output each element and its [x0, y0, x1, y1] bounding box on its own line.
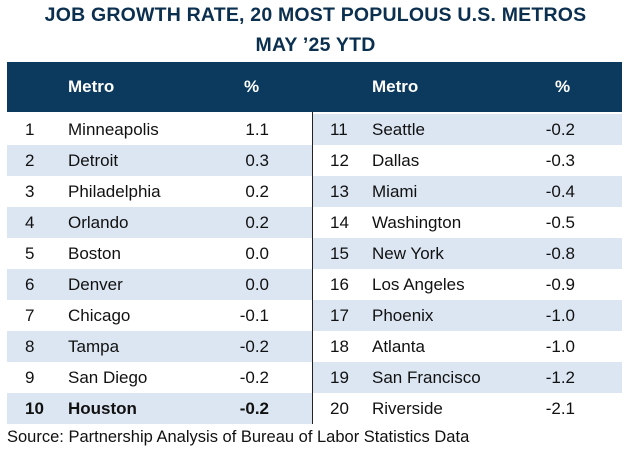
cell-pct: 0.3 [245, 151, 269, 170]
title-line-2: MAY ’25 YTD [255, 34, 376, 56]
cell-metro: Orlando [68, 213, 129, 232]
table-row: 14 Washington -0.5 [313, 207, 622, 238]
cell-rank: 1 [25, 120, 35, 139]
cell-rank: 3 [25, 182, 35, 201]
cell-rank: 18 [330, 337, 349, 356]
table-row: 8 Tampa -0.2 [7, 331, 312, 362]
table-row: 18 Atlanta -1.0 [313, 331, 622, 362]
cell-rank: 5 [25, 244, 35, 263]
cell-metro: Minneapolis [68, 120, 159, 139]
cell-metro: Phoenix [372, 306, 434, 325]
table-row: 19 San Francisco -1.2 [313, 362, 622, 393]
title-line-1: JOB GROWTH RATE, 20 MOST POPULOUS U.S. M… [44, 4, 587, 26]
table-row: 2 Detroit 0.3 [7, 145, 312, 176]
cell-pct: -1.2 [545, 368, 575, 387]
cell-pct: -1.0 [545, 306, 575, 325]
cell-metro: San Francisco [372, 368, 481, 387]
cell-rank: 13 [330, 182, 349, 201]
cell-metro: Riverside [372, 399, 443, 418]
cell-rank: 15 [330, 244, 349, 263]
cell-rank: 4 [25, 213, 35, 232]
cell-metro: Chicago [68, 306, 131, 325]
table-row: 10 Houston -0.2 [7, 393, 312, 424]
cell-metro: Atlanta [372, 337, 425, 356]
cell-metro: Houston [68, 399, 137, 418]
header-pct-left: % [244, 77, 260, 96]
table-row: 4 Orlando 0.2 [7, 207, 312, 238]
cell-rank: 19 [330, 368, 349, 387]
column-divider [312, 112, 313, 424]
cell-rank: 8 [25, 337, 35, 356]
table-right: 11 Seattle -0.2 12 Dallas -0.3 13 Miami -0.4 14 Wa… [313, 114, 622, 424]
cell-pct: -1.0 [545, 337, 575, 356]
cell-pct: -0.4 [545, 182, 575, 201]
cell-pct: 0.0 [245, 275, 269, 294]
table-row: 17 Phoenix -1.0 [313, 300, 622, 331]
table-row: 3 Philadelphia 0.2 [7, 176, 312, 207]
table-row: 16 Los Angeles -0.9 [313, 269, 622, 300]
cell-rank: 7 [25, 306, 35, 325]
cell-rank: 9 [25, 368, 35, 387]
cell-metro: Dallas [372, 151, 420, 170]
table-row: 13 Miami -0.4 [313, 176, 622, 207]
table-header: Metro % Metro % [7, 62, 622, 112]
table-row: 7 Chicago -0.1 [7, 300, 312, 331]
cell-metro: Miami [372, 182, 418, 201]
cell-pct: 0.2 [245, 213, 269, 232]
cell-metro: Washington [372, 213, 462, 232]
cell-pct: -0.8 [545, 244, 575, 263]
cell-metro: Tampa [68, 337, 120, 356]
cell-rank: 12 [330, 151, 349, 170]
cell-pct: -0.1 [239, 306, 269, 325]
cell-pct: -0.9 [545, 275, 575, 294]
cell-pct: -2.1 [545, 399, 575, 418]
cell-rank: 17 [330, 306, 349, 325]
cell-metro: Detroit [68, 151, 119, 170]
table-row: 9 San Diego -0.2 [7, 362, 312, 393]
cell-metro: Boston [68, 244, 121, 263]
table-row: 11 Seattle -0.2 [313, 114, 622, 145]
cell-rank: 11 [330, 120, 348, 139]
header-metro-right: Metro [372, 77, 419, 96]
table-row: 12 Dallas -0.3 [313, 145, 622, 176]
cell-pct: 0.2 [245, 182, 269, 201]
cell-rank: 14 [330, 213, 349, 232]
cell-metro: San Diego [68, 368, 148, 387]
cell-pct: -0.5 [545, 213, 575, 232]
cell-pct: 1.1 [245, 120, 269, 139]
table-left: 1 Minneapolis 1.1 2 Detroit 0.3 3 Philadelphia 0… [7, 114, 312, 424]
header-metro-left: Metro [68, 77, 115, 96]
table-row: 5 Boston 0.0 [7, 238, 312, 269]
cell-metro: Denver [68, 275, 123, 294]
cell-pct: -0.2 [239, 399, 269, 418]
cell-pct: -0.2 [239, 337, 269, 356]
cell-pct: -0.2 [545, 120, 575, 139]
cell-metro: Seattle [372, 120, 425, 139]
table-row: 15 New York -0.8 [313, 238, 622, 269]
cell-rank: 10 [25, 399, 44, 418]
table-row: 1 Minneapolis 1.1 [7, 114, 312, 145]
table-row: 20 Riverside -2.1 [313, 393, 622, 424]
header-pct-right: % [555, 77, 571, 96]
cell-rank: 6 [25, 275, 35, 294]
source-note: Source: Partnership Analysis of Bureau o… [7, 428, 470, 446]
cell-rank: 2 [25, 151, 35, 170]
cell-pct: 0.0 [245, 244, 269, 263]
table-row: 6 Denver 0.0 [7, 269, 312, 300]
cell-metro: Philadelphia [68, 182, 161, 201]
cell-pct: -0.2 [239, 368, 269, 387]
cell-pct: -0.3 [545, 151, 575, 170]
cell-rank: 20 [330, 399, 349, 418]
cell-rank: 16 [330, 275, 349, 294]
cell-metro: New York [372, 244, 444, 263]
cell-metro: Los Angeles [372, 275, 465, 294]
